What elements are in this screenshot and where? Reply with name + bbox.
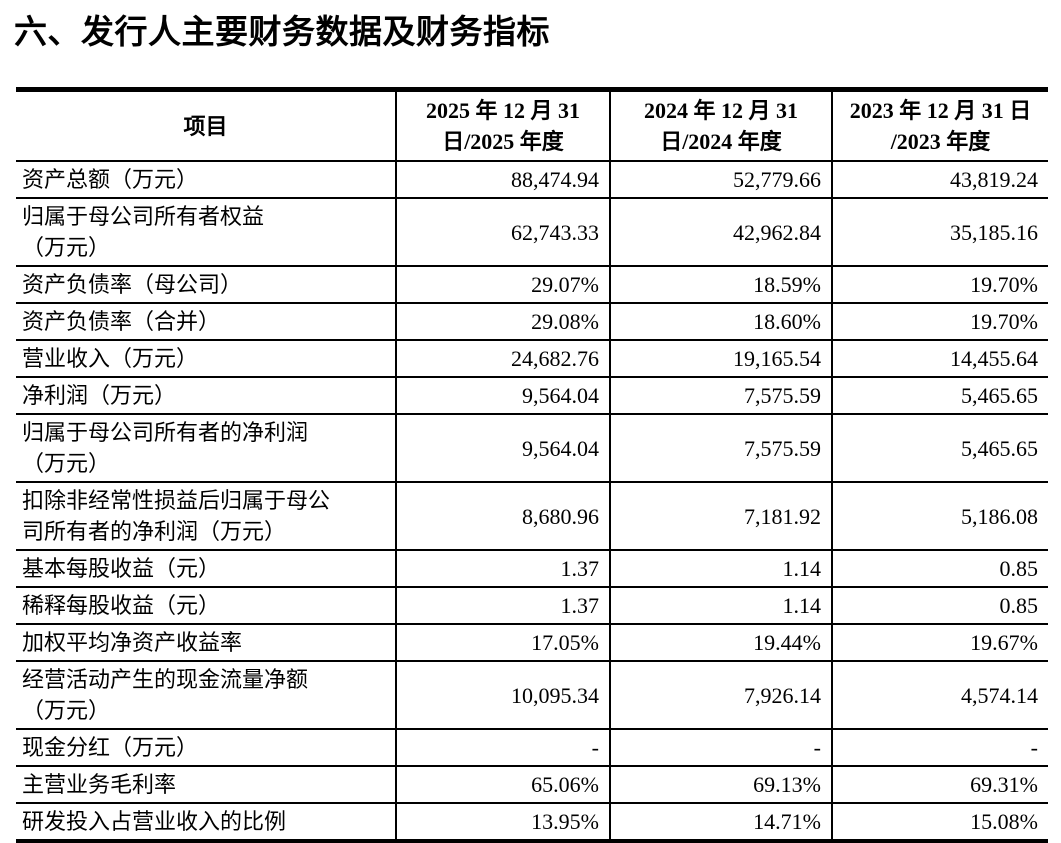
table-row: 加权平均净资产收益率 17.05% 19.44% 19.67% — [16, 623, 1048, 662]
value-2024: 18.59% — [609, 265, 833, 304]
table-row: 归属于母公司所有者的净利润 （万元） 9,564.04 7,575.59 5,4… — [16, 413, 1048, 483]
table-row: 归属于母公司所有者权益 （万元） 62,743.33 42,962.84 35,… — [16, 197, 1048, 267]
value-2024: 42,962.84 — [609, 197, 833, 267]
value-2025: 62,743.33 — [395, 197, 611, 267]
value-2023: 19.70% — [831, 265, 1048, 304]
value-2023: 5,465.65 — [831, 376, 1048, 415]
value-2024: 7,575.59 — [609, 376, 833, 415]
value-2024: 7,926.14 — [609, 660, 833, 730]
table-row: 稀释每股收益（元） 1.37 1.14 0.85 — [16, 586, 1048, 625]
value-2025: 13.95% — [395, 802, 611, 842]
value-2025: 29.07% — [395, 265, 611, 304]
item-label: 资产负债率（母公司） — [16, 265, 397, 304]
value-2024: 19,165.54 — [609, 339, 833, 378]
value-2025: 17.05% — [395, 623, 611, 662]
value-2024: 1.14 — [609, 586, 833, 625]
value-2023: 0.85 — [831, 586, 1048, 625]
page-title: 六、发行人主要财务数据及财务指标 — [14, 13, 550, 50]
item-label: 加权平均净资产收益率 — [16, 623, 397, 662]
value-2024: 18.60% — [609, 302, 833, 341]
item-label: 稀释每股收益（元） — [16, 586, 397, 625]
value-2024: 52,779.66 — [609, 160, 833, 199]
item-label: 营业收入（万元） — [16, 339, 397, 378]
value-2025: 24,682.76 — [395, 339, 611, 378]
value-2024: 14.71% — [609, 802, 833, 842]
value-2025: 65.06% — [395, 765, 611, 804]
item-label: 扣除非经常性损益后归属于母公 司所有者的净利润（万元） — [16, 481, 397, 551]
item-label: 研发投入占营业收入的比例 — [16, 802, 397, 842]
item-label: 主营业务毛利率 — [16, 765, 397, 804]
table-header-row: 项目 2025 年 12 月 31 日/2025 年度 2024 年 12 月 … — [16, 88, 1048, 162]
table-row: 基本每股收益（元） 1.37 1.14 0.85 — [16, 549, 1048, 588]
value-2025: 9,564.04 — [395, 413, 611, 483]
value-2024: 1.14 — [609, 549, 833, 588]
header-cell-item: 项目 — [16, 88, 397, 162]
table-row: 资产负债率（合并） 29.08% 18.60% 19.70% — [16, 302, 1048, 341]
item-label: 经营活动产生的现金流量净额 （万元） — [16, 660, 397, 730]
table-row: 研发投入占营业收入的比例 13.95% 14.71% 15.08% — [16, 802, 1048, 842]
item-label: 归属于母公司所有者权益 （万元） — [16, 197, 397, 267]
value-2023: - — [831, 728, 1048, 767]
value-2023: 0.85 — [831, 549, 1048, 588]
table-row: 现金分红（万元） - - - — [16, 728, 1048, 767]
value-2023: 19.67% — [831, 623, 1048, 662]
value-2025: 1.37 — [395, 586, 611, 625]
table-row: 经营活动产生的现金流量净额 （万元） 10,095.34 7,926.14 4,… — [16, 660, 1048, 730]
value-2024: 19.44% — [609, 623, 833, 662]
table-row: 扣除非经常性损益后归属于母公 司所有者的净利润（万元） 8,680.96 7,1… — [16, 481, 1048, 551]
header-cell-2025: 2025 年 12 月 31 日/2025 年度 — [395, 88, 611, 162]
value-2023: 4,574.14 — [831, 660, 1048, 730]
header-cell-2023: 2023 年 12 月 31 日 /2023 年度 — [831, 88, 1048, 162]
value-2025: 9,564.04 — [395, 376, 611, 415]
value-2023: 35,185.16 — [831, 197, 1048, 267]
value-2024: 7,181.92 — [609, 481, 833, 551]
header-cell-2024: 2024 年 12 月 31 日/2024 年度 — [609, 88, 833, 162]
table-row: 营业收入（万元） 24,682.76 19,165.54 14,455.64 — [16, 339, 1048, 378]
value-2023: 19.70% — [831, 302, 1048, 341]
value-2023: 5,186.08 — [831, 481, 1048, 551]
item-label: 现金分红（万元） — [16, 728, 397, 767]
value-2025: 8,680.96 — [395, 481, 611, 551]
table-row: 资产总额（万元） 88,474.94 52,779.66 43,819.24 — [16, 160, 1048, 199]
value-2023: 69.31% — [831, 765, 1048, 804]
value-2025: 88,474.94 — [395, 160, 611, 199]
table-row: 主营业务毛利率 65.06% 69.13% 69.31% — [16, 765, 1048, 804]
value-2023: 14,455.64 — [831, 339, 1048, 378]
item-label: 归属于母公司所有者的净利润 （万元） — [16, 413, 397, 483]
value-2023: 5,465.65 — [831, 413, 1048, 483]
value-2023: 15.08% — [831, 802, 1048, 842]
value-2025: 29.08% — [395, 302, 611, 341]
item-label: 资产负债率（合并） — [16, 302, 397, 341]
value-2023: 43,819.24 — [831, 160, 1048, 199]
item-label: 基本每股收益（元） — [16, 549, 397, 588]
value-2025: - — [395, 728, 611, 767]
financial-data-table: 项目 2025 年 12 月 31 日/2025 年度 2024 年 12 月 … — [16, 87, 1048, 843]
table-row: 净利润（万元） 9,564.04 7,575.59 5,465.65 — [16, 376, 1048, 415]
value-2024: 7,575.59 — [609, 413, 833, 483]
value-2024: - — [609, 728, 833, 767]
value-2025: 1.37 — [395, 549, 611, 588]
table-row: 资产负债率（母公司） 29.07% 18.59% 19.70% — [16, 265, 1048, 304]
item-label: 净利润（万元） — [16, 376, 397, 415]
value-2024: 69.13% — [609, 765, 833, 804]
value-2025: 10,095.34 — [395, 660, 611, 730]
item-label: 资产总额（万元） — [16, 160, 397, 199]
